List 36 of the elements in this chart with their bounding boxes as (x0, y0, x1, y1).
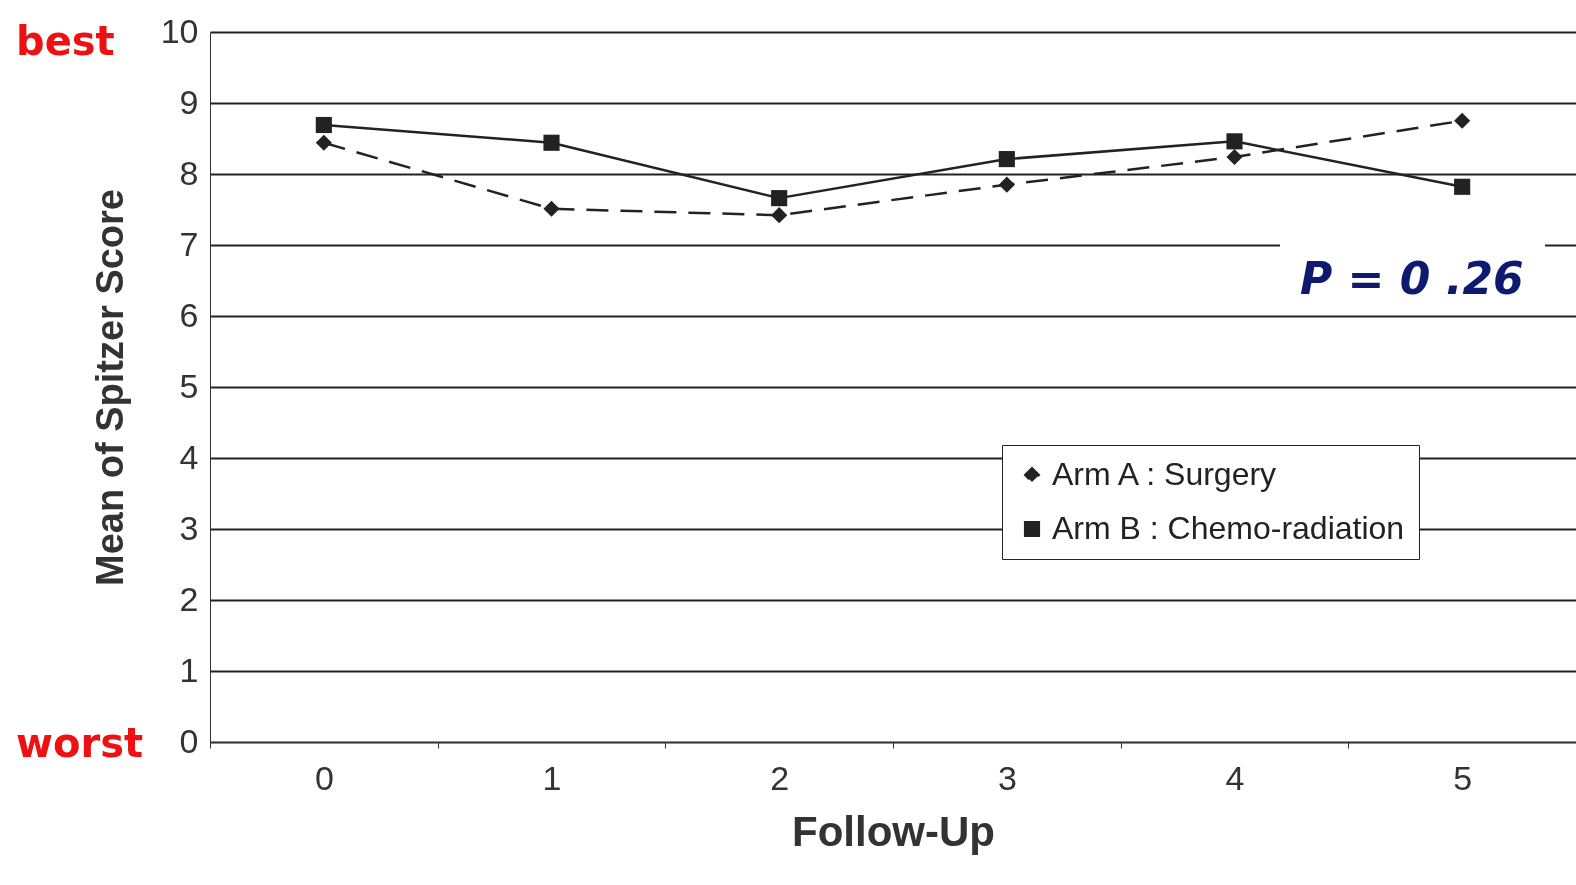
y-tick-label: 5 (179, 366, 199, 405)
text: worst (16, 720, 144, 766)
point (543, 200, 560, 217)
y-tick-label: 1 (179, 650, 199, 689)
y-tick-label: 3 (179, 508, 199, 547)
y-tick-label: 7 (179, 224, 199, 263)
point (1226, 133, 1243, 150)
x-tick-label: 5 (1453, 758, 1473, 797)
point (1454, 178, 1471, 195)
point (998, 151, 1015, 168)
x-tick-label: 0 (314, 758, 334, 797)
y-tick-label: 2 (179, 579, 199, 618)
legend-label: Arm A : Surgery (1052, 456, 1277, 492)
legend-label: Arm B : Chemo-radiation (1052, 510, 1405, 546)
point (771, 207, 788, 224)
x-tick-label: 1 (542, 758, 562, 797)
point (315, 134, 332, 151)
point (315, 116, 332, 134)
point (998, 176, 1015, 193)
y-tick-label: 0 (179, 721, 199, 760)
text: best (16, 18, 115, 64)
point (543, 134, 560, 151)
y-tick-label: 10 (160, 11, 199, 50)
annotation: P = 0 .26 (1280, 243, 1545, 314)
point (771, 190, 788, 207)
y-tick-label: 8 (179, 153, 199, 192)
y-tick-label: 9 (179, 82, 199, 121)
y-tick-label: 6 (179, 295, 199, 334)
y-axis-title: Mean of Spitzer Score (88, 189, 131, 586)
x-axis-title: Follow-Up (792, 807, 995, 855)
point (1226, 148, 1243, 166)
y-tick-label: 4 (179, 437, 199, 476)
x-tick-label: 3 (997, 758, 1017, 797)
x-tick-label: 2 (770, 758, 790, 797)
x-tick-label: 4 (1225, 758, 1245, 797)
point (1454, 112, 1471, 129)
